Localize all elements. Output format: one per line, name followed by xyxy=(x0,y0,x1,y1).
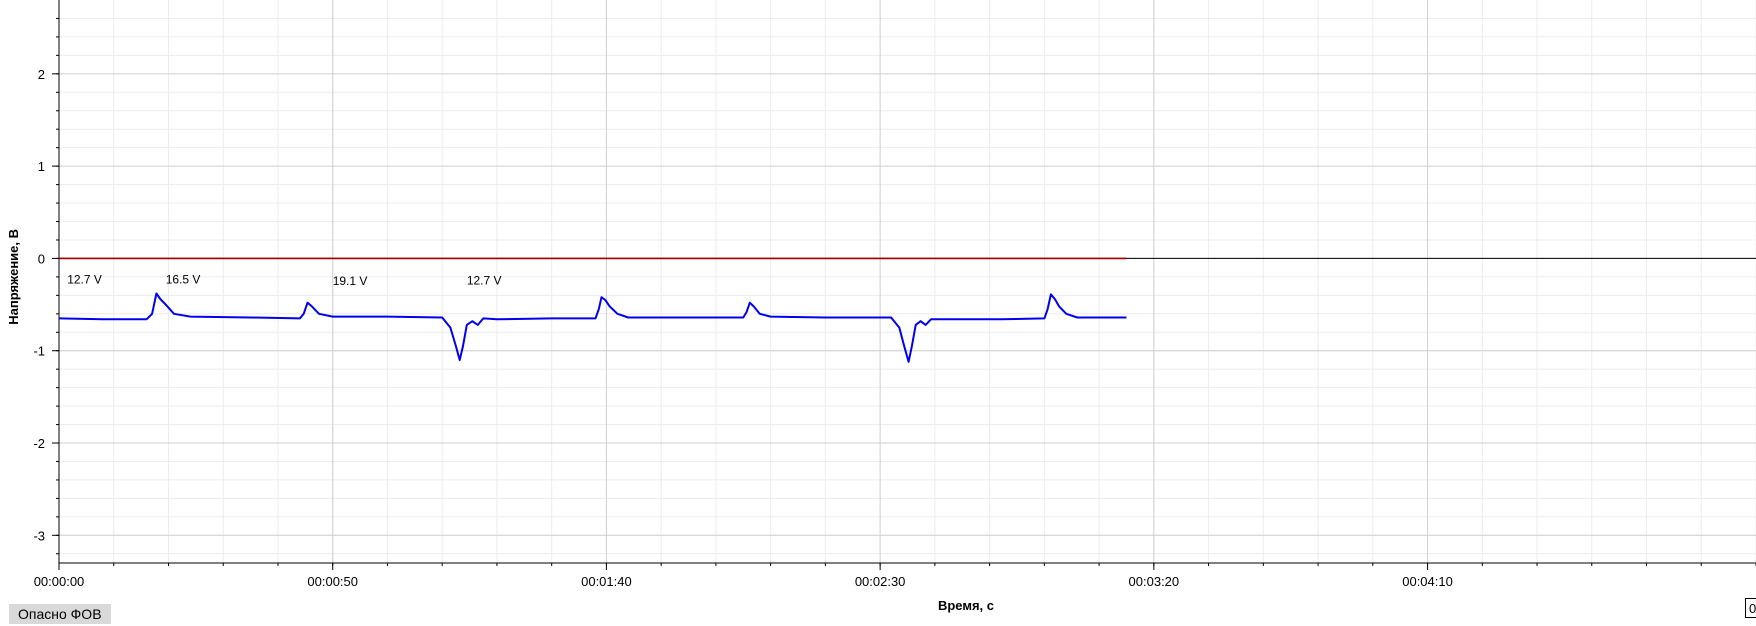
x-tick-label: 00:04:10 xyxy=(1402,574,1453,589)
voltage-annotation: 16.5 V xyxy=(166,272,201,286)
y-tick-label: 1 xyxy=(38,159,45,174)
x-tick-label: 00:02:30 xyxy=(855,574,906,589)
x-tick-label: 00:03:20 xyxy=(1129,574,1180,589)
voltage-annotation: 12.7 V xyxy=(467,273,502,287)
corner-value-box[interactable]: 0 xyxy=(1745,598,1756,618)
status-badge: Опасно ФОВ xyxy=(9,604,111,624)
x-tick-label: 00:00:50 xyxy=(307,574,358,589)
voltage-annotation: 19.1 V xyxy=(333,274,368,288)
y-tick-label: 0 xyxy=(38,251,45,266)
x-axis-title: Время, с xyxy=(938,598,994,613)
y-tick-label: 2 xyxy=(38,67,45,82)
y-tick-label: -1 xyxy=(33,344,45,359)
y-tick-label: -2 xyxy=(33,436,45,451)
x-tick-label: 00:01:40 xyxy=(581,574,632,589)
y-axis-title: Напряжение, В xyxy=(6,229,21,325)
x-tick-label: 00:00:00 xyxy=(34,574,85,589)
y-tick-label: -3 xyxy=(33,528,45,543)
voltage-annotation: 12.7 V xyxy=(67,272,102,286)
series-line-1 xyxy=(58,292,1127,363)
